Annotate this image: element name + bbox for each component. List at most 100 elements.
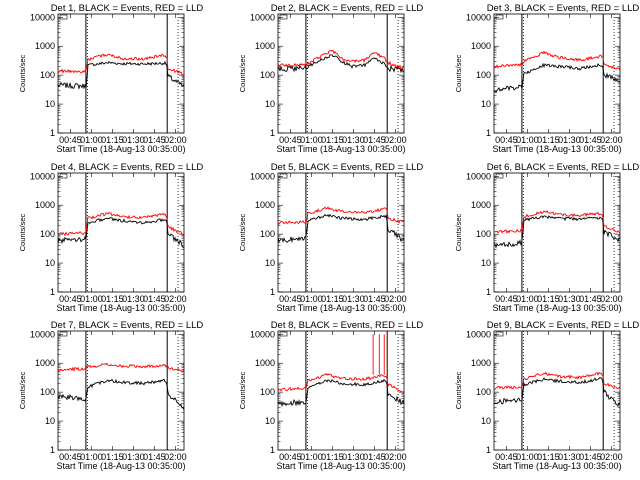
x-tick-label: 01:00 xyxy=(516,135,539,145)
y-tick-label: 1 xyxy=(50,445,55,455)
x-tick-label: 01:30 xyxy=(122,135,145,145)
x-tick-label: 02:00 xyxy=(600,452,623,462)
y-tick-label: 100 xyxy=(260,70,275,80)
y-tick-label: 100 xyxy=(260,387,275,397)
y-tick-label: 1 xyxy=(270,445,275,455)
x-tick-label: 01:00 xyxy=(300,135,323,145)
x-tick-label: 01:15 xyxy=(321,452,344,462)
panel-det-5: Det 5, BLACK = Events, RED = LLD 1 10 100 10… xyxy=(238,162,423,313)
x-tick-label: 01:00 xyxy=(80,452,103,462)
y-tick-label: 10000 xyxy=(30,329,55,339)
x-tick-label: 01:15 xyxy=(537,135,560,145)
series-line xyxy=(57,362,185,373)
x-tick-label: 00:45 xyxy=(279,452,302,462)
y-tick-label: 1 xyxy=(486,445,491,455)
y-tick-label: 10 xyxy=(45,258,55,268)
x-tick-label: 01:15 xyxy=(321,294,344,304)
x-tick-label: 02:00 xyxy=(384,135,407,145)
x-tick-label: 01:45 xyxy=(579,135,602,145)
y-tick-label: 10 xyxy=(265,258,275,268)
x-tick-label: 01:00 xyxy=(516,294,539,304)
y-tick-label: 10000 xyxy=(250,171,275,181)
plot-frame xyxy=(493,13,621,134)
y-tick-label: 10 xyxy=(265,99,275,109)
x-tick-label: 01:15 xyxy=(101,294,124,304)
x-tick-label: 00:45 xyxy=(495,294,518,304)
panel-det-2: Det 2, BLACK = Events, RED = LLD 1 10 100 10… xyxy=(238,3,423,154)
x-tick-label: 01:30 xyxy=(558,135,581,145)
y-axis-label: Counts/sec xyxy=(454,54,463,92)
panel-title: Det 6, BLACK = Events, RED = LLD xyxy=(487,162,640,173)
series-line xyxy=(493,209,621,235)
y-tick-label: 1 xyxy=(270,287,275,297)
y-tick-label: 1000 xyxy=(35,200,55,210)
y-tick-label: 10 xyxy=(481,99,491,109)
x-axis-label: Start Time (18-Aug-13 00:35:00) xyxy=(492,303,621,313)
x-tick-label: 02:00 xyxy=(600,294,623,304)
y-tick-label: 10000 xyxy=(466,329,491,339)
x-tick-label: 02:00 xyxy=(384,452,407,462)
series-line xyxy=(277,213,405,244)
y-axis-label: Counts/sec xyxy=(454,371,463,409)
y-tick-label: 1 xyxy=(486,287,491,297)
x-tick-label: 01:45 xyxy=(579,452,602,462)
series-line xyxy=(494,371,621,390)
x-tick-label: 01:45 xyxy=(143,294,166,304)
series-line xyxy=(493,215,621,249)
x-tick-label: 01:30 xyxy=(122,452,145,462)
y-tick-label: 1000 xyxy=(35,358,55,368)
series-line xyxy=(57,60,185,90)
y-tick-label: 100 xyxy=(476,229,491,239)
x-axis-label: Start Time (18-Aug-13 00:35:00) xyxy=(492,144,621,154)
x-tick-label: 01:15 xyxy=(537,294,560,304)
panel-title: Det 1, BLACK = Events, RED = LLD xyxy=(51,3,204,14)
y-tick-label: 10000 xyxy=(466,12,491,22)
plot-frame xyxy=(277,330,405,451)
y-axis-label: Counts/sec xyxy=(18,371,27,409)
y-tick-label: 1 xyxy=(486,128,491,138)
x-tick-label: 01:00 xyxy=(80,294,103,304)
y-tick-label: 1000 xyxy=(471,41,491,51)
panel-det-1: Det 1, BLACK = Events, RED = LLD 1 10 100 10… xyxy=(18,3,203,154)
series-line xyxy=(277,378,405,408)
y-axis-label: Counts/sec xyxy=(238,371,247,409)
plot-frame xyxy=(57,172,185,293)
x-tick-label: 01:00 xyxy=(80,135,103,145)
x-tick-label: 00:45 xyxy=(495,135,518,145)
y-axis-label: Counts/sec xyxy=(238,54,247,92)
x-axis-label: Start Time (18-Aug-13 00:35:00) xyxy=(56,144,185,154)
y-tick-label: 1 xyxy=(270,128,275,138)
x-tick-label: 01:30 xyxy=(342,452,365,462)
plot-frame xyxy=(493,172,621,293)
y-tick-label: 1000 xyxy=(471,358,491,368)
y-tick-label: 10000 xyxy=(250,12,275,22)
y-tick-label: 1000 xyxy=(255,358,275,368)
x-tick-label: 00:45 xyxy=(279,135,302,145)
panel-title: Det 8, BLACK = Events, RED = LLD xyxy=(271,320,424,331)
x-axis-label: Start Time (18-Aug-13 00:35:00) xyxy=(276,144,405,154)
y-tick-label: 10000 xyxy=(466,171,491,181)
series-line xyxy=(57,53,185,76)
x-tick-label: 00:45 xyxy=(59,452,82,462)
x-tick-label: 01:15 xyxy=(101,452,124,462)
x-tick-label: 01:00 xyxy=(300,452,323,462)
x-axis-label: Start Time (18-Aug-13 00:35:00) xyxy=(492,461,621,471)
panel-title: Det 2, BLACK = Events, RED = LLD xyxy=(271,3,424,14)
plot-frame xyxy=(57,13,185,134)
x-tick-label: 02:00 xyxy=(384,294,407,304)
y-tick-label: 10 xyxy=(481,416,491,426)
y-tick-label: 10000 xyxy=(250,329,275,339)
x-tick-label: 01:30 xyxy=(122,294,145,304)
y-tick-label: 100 xyxy=(260,229,275,239)
x-tick-label: 01:30 xyxy=(342,294,365,304)
plot-frame xyxy=(493,330,621,451)
x-tick-label: 01:15 xyxy=(101,135,124,145)
y-tick-label: 1000 xyxy=(471,200,491,210)
series-line xyxy=(277,206,405,225)
series-line xyxy=(493,376,621,408)
x-tick-label: 01:45 xyxy=(363,294,386,304)
y-axis-label: Counts/sec xyxy=(238,213,247,251)
panel-title: Det 3, BLACK = Events, RED = LLD xyxy=(487,3,640,14)
panel-det-3: Det 3, BLACK = Events, RED = LLD 1 10 100 10… xyxy=(454,3,639,154)
